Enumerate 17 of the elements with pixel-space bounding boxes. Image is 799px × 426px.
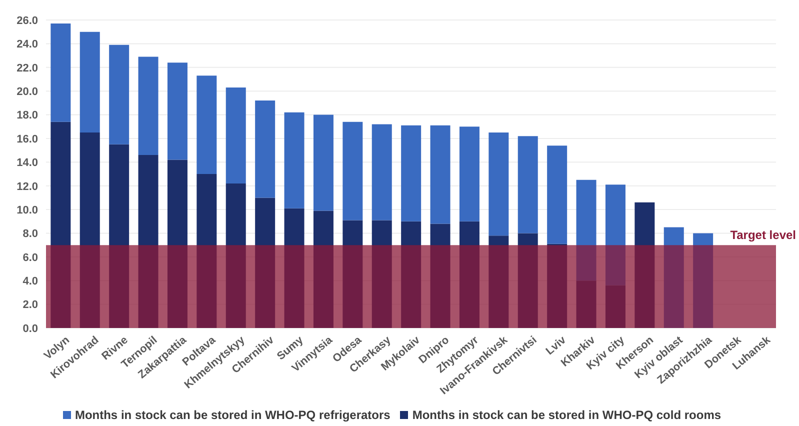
y-tick-label: 6.0 (22, 252, 38, 264)
y-tick-label: 0.0 (22, 322, 38, 335)
band-label: Target level (730, 228, 796, 242)
legend-label: Months in stock can be stored in WHO-PQ cold rooms (411, 408, 722, 422)
y-tick-label: 8.0 (22, 228, 38, 240)
y-tick-label: 14.0 (16, 157, 38, 170)
y-tick-label: 22.0 (16, 62, 38, 74)
y-tick-label: 10.0 (16, 204, 38, 216)
y-tick-label: 12.0 (16, 180, 38, 193)
legend-label: Months in stock can be stored in WHO-PQ refrigerators (74, 408, 390, 422)
y-tick-label: 24.0 (16, 38, 38, 51)
y-tick-label: 18.0 (16, 110, 38, 122)
y-tick-label: 4.0 (22, 276, 38, 288)
y-tick-label: 26.0 (16, 14, 38, 27)
y-tick-label: 20.0 (16, 86, 38, 98)
y-tick-label: 16.0 (16, 133, 38, 146)
y-tick-label: 2.0 (22, 299, 38, 312)
